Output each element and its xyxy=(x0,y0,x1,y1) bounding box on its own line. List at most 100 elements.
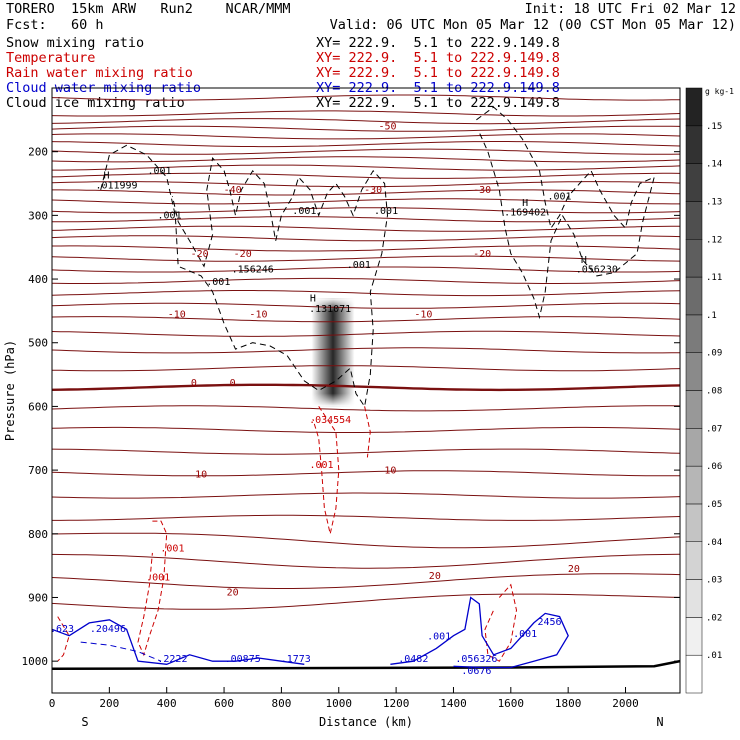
colorbar-segment xyxy=(685,617,703,656)
temperature-labels-label: 10 xyxy=(195,470,207,481)
isotherm-line xyxy=(51,181,681,188)
x-left-endpoint: S xyxy=(81,715,88,729)
snow-labels-label: .131071 xyxy=(309,304,351,315)
x-tick-label: 400 xyxy=(157,697,177,710)
snow-labels-label: .011999 xyxy=(95,181,137,192)
isotherm-line xyxy=(51,426,681,433)
colorbar-segment xyxy=(685,352,703,391)
snow-labels-label: .001 xyxy=(206,277,230,288)
x-axis-title: Distance (km) xyxy=(319,715,413,729)
isotherm-line xyxy=(51,330,681,337)
surface-line xyxy=(51,659,681,671)
y-tick-label: 700 xyxy=(28,464,48,477)
y-axis-title: Pressure (hPa) xyxy=(3,340,17,441)
rain-contour xyxy=(312,406,340,534)
x-tick-label: 1800 xyxy=(555,697,582,710)
temperature-labels-label: 0 xyxy=(230,378,236,389)
colorbar-label: .15 xyxy=(706,122,722,132)
colorbar-label: .02 xyxy=(706,613,722,623)
snow-labels-label: .001 xyxy=(548,191,572,202)
colorbar-segment xyxy=(685,579,703,618)
isotherm-line xyxy=(51,141,681,148)
cloud-water-contour xyxy=(80,641,162,662)
colorbar-label: .11 xyxy=(706,273,722,283)
isotherm-line xyxy=(51,553,681,569)
cloud-water_labels-label: .0482 xyxy=(398,654,428,665)
y-tick-label: 200 xyxy=(28,146,48,159)
colorbar-label: .09 xyxy=(706,349,722,359)
temperature-labels-label: 10 xyxy=(384,465,396,476)
x-tick-label: 2000 xyxy=(612,697,639,710)
isotherm-line xyxy=(51,573,681,589)
rain-contour xyxy=(137,520,168,657)
colorbar-segment xyxy=(685,239,703,278)
y-tick-label: 800 xyxy=(28,528,48,541)
colorbar-label: .03 xyxy=(706,576,722,586)
snow-labels-label: .001 xyxy=(158,211,182,222)
isotherm-line xyxy=(51,593,681,610)
colorbar-segment xyxy=(685,465,703,505)
y-tick-label: 400 xyxy=(28,273,48,286)
snow-labels-label: .001 xyxy=(292,206,316,217)
colorbar-label: .05 xyxy=(706,500,722,510)
rain-contour xyxy=(484,583,518,662)
isotherm-line xyxy=(51,448,681,455)
temperature-labels-label: -10 xyxy=(249,309,267,320)
isotherm-line xyxy=(51,235,681,242)
colorbar-segment xyxy=(685,541,703,580)
isotherm-line xyxy=(51,532,681,549)
cloud-water_labels-label: .2222 xyxy=(157,654,187,665)
temperature-labels-label: 20 xyxy=(227,588,239,599)
colorbar-label: .13 xyxy=(706,197,722,207)
x-tick-label: 1200 xyxy=(383,697,410,710)
isotherm-line xyxy=(51,383,681,392)
temperature-labels-label: -40 xyxy=(224,185,242,196)
isotherm-line xyxy=(51,266,681,273)
cloud-water_labels-label: .056326 xyxy=(455,654,497,665)
isotherm-line xyxy=(52,245,681,252)
isotherm-line xyxy=(51,225,681,232)
rain-contour xyxy=(57,616,70,662)
isotherm-line xyxy=(51,302,681,309)
isotherm-line xyxy=(51,316,681,323)
snow-labels-label: H xyxy=(581,255,587,266)
x-tick-label: 0 xyxy=(49,697,56,710)
colorbar-segment xyxy=(685,390,703,429)
isotherm-line xyxy=(51,492,681,499)
colorbar-label: .08 xyxy=(706,387,722,397)
isotherm-line xyxy=(51,125,681,132)
snow-contour xyxy=(100,144,389,408)
temperature-labels-label: -50 xyxy=(378,121,396,132)
isotherm-line xyxy=(51,290,681,297)
isotherm-line xyxy=(51,365,681,372)
forecast-hour: Fcst: 60 h xyxy=(6,17,104,33)
colorbar-label: .14 xyxy=(706,160,722,170)
colorbar-segment xyxy=(685,87,703,127)
cloud-water_labels-label: .00875 xyxy=(225,654,261,665)
temperature-labels-label: 0 xyxy=(191,378,197,389)
isotherm-line xyxy=(51,133,681,140)
colorbar-segment xyxy=(685,163,703,202)
valid-time: Valid: 06 UTC Mon 05 Mar 12 (00 CST Mon … xyxy=(329,17,736,33)
cloud-water_labels-label: 2456 xyxy=(537,617,561,628)
colorbar-label: .07 xyxy=(706,424,722,434)
isotherm-line xyxy=(51,172,681,179)
snow-labels-label: .056230 xyxy=(576,265,618,276)
isotherm-line xyxy=(51,94,681,101)
isotherm-line xyxy=(51,118,681,125)
snow-labels-label: H xyxy=(310,293,316,304)
colorbar-segment xyxy=(685,503,703,542)
isotherm-line xyxy=(51,110,681,117)
colorbar-unit: g kg-1 xyxy=(705,87,734,96)
isotherm-line xyxy=(51,470,680,477)
cloud-water_labels-label: .001 xyxy=(427,632,451,643)
colorbar-segment xyxy=(685,125,703,164)
x-tick-label: 600 xyxy=(214,697,234,710)
rain-labels-label: .034554 xyxy=(309,415,351,426)
snow-labels-label: .001 xyxy=(147,166,171,177)
cloud-water_labels-label: .1773 xyxy=(281,654,311,665)
temperature-labels-label: 20 xyxy=(568,564,580,575)
snow-labels-label: H xyxy=(103,170,109,181)
legend-entry: Rain water mixing ratio xyxy=(6,65,193,81)
model-run-title: TORERO 15km ARW Run2 NCAR/MMM xyxy=(6,1,291,17)
